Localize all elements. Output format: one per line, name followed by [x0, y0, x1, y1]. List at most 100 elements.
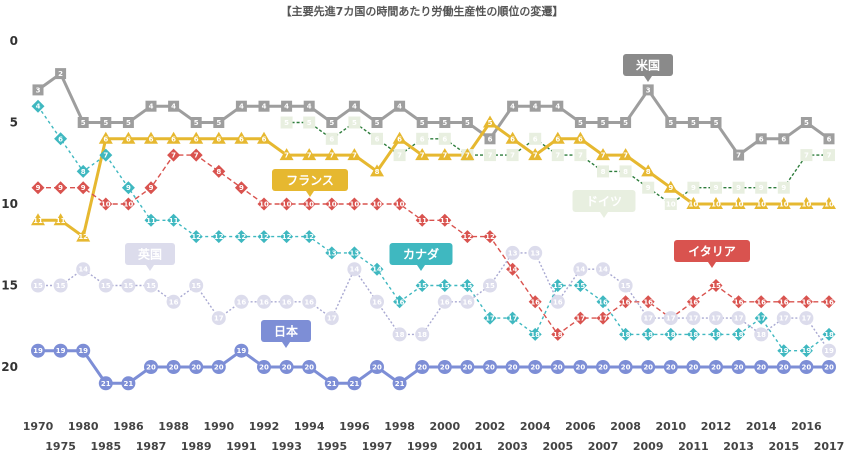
data-point: [212, 230, 226, 244]
data-point: [393, 295, 407, 309]
x-axis-ticks: 1970 1975 1980 1985 1986 1987 1988 1989 1990 1991…: [23, 420, 845, 453]
data-point-label: 6: [216, 135, 221, 143]
data-point: [597, 165, 609, 178]
data-point-label: 11: [146, 217, 156, 225]
x-tick-label: 2000: [429, 420, 460, 433]
data-point: [733, 149, 745, 161]
data-point: [302, 294, 317, 309]
data-point-label: 13: [530, 249, 540, 257]
data-point-label: 21: [327, 380, 337, 388]
data-point: [506, 311, 520, 325]
series-label-text: イタリア: [688, 245, 736, 259]
data-point: [234, 131, 249, 144]
series-label-pointer: [306, 191, 314, 197]
data-point-label: 4: [149, 103, 154, 111]
data-point-label: 7: [171, 152, 176, 160]
data-point: [53, 213, 68, 226]
data-point-label: 4: [36, 103, 41, 111]
data-point-label: 15: [417, 282, 427, 290]
data-point-label: 4: [533, 103, 538, 111]
data-point: [460, 230, 474, 244]
data-point-label: 20: [440, 364, 450, 372]
x-tick-label: 1999: [407, 440, 438, 453]
data-point: [663, 360, 678, 374]
y-tick-label: 20: [1, 360, 18, 374]
data-point: [597, 117, 609, 128]
data-point-label: 5: [284, 119, 289, 127]
data-point-label: 18: [553, 331, 563, 339]
data-point-label: 9: [781, 184, 786, 192]
data-point: [279, 148, 294, 161]
data-point: [76, 181, 90, 195]
x-tick-label: 1988: [158, 420, 189, 433]
data-point: [799, 344, 813, 358]
data-point: [324, 376, 339, 391]
data-point-label: 11: [56, 217, 66, 225]
data-point-label: 21: [395, 380, 405, 388]
data-point: [505, 360, 520, 374]
data-point: [189, 131, 204, 144]
data-point: [98, 131, 113, 144]
series-label: 英国: [125, 243, 175, 271]
data-point: [302, 230, 316, 244]
data-point: [732, 327, 746, 341]
data-point-label: 5: [307, 119, 312, 127]
series-label-pointer: [282, 342, 290, 348]
data-point: [258, 100, 270, 112]
data-point-label: 4: [171, 103, 176, 111]
data-point-label: 16: [237, 298, 247, 306]
data-point: [211, 311, 226, 326]
data-point: [416, 117, 428, 128]
data-point: [370, 262, 384, 276]
data-point-label: 20: [304, 364, 314, 372]
y-tick-label: 5: [10, 116, 18, 130]
data-point: [98, 278, 113, 293]
data-point-label: 5: [126, 119, 131, 127]
data-point-label: 17: [327, 315, 337, 323]
data-point-label: 15: [440, 282, 450, 290]
data-point: [234, 230, 248, 244]
data-point: [799, 311, 814, 326]
series-label-text: 英国: [138, 247, 162, 262]
series-label: ドイツ: [572, 190, 636, 218]
data-point: [483, 360, 497, 374]
data-point: [641, 295, 655, 309]
data-point-label: 17: [643, 315, 653, 323]
data-point: [618, 148, 633, 161]
data-point: [257, 230, 271, 244]
y-tick-label: 0: [10, 34, 18, 48]
data-point: [506, 262, 520, 276]
data-point-label: 18: [711, 331, 721, 339]
x-tick-label: 1995: [316, 440, 347, 453]
data-point-label: 4: [307, 103, 312, 111]
x-tick-label: 2007: [588, 440, 619, 453]
data-point-label: 18: [824, 331, 834, 339]
series-markers: 3 2 5 5 5 4 4 5 5 4 4 4 4 5 4 5 4 5 5 5 6 4 4 4 5 5 5 3 5 5 5 7 6 6 5 6 5 5 6 5…: [31, 68, 836, 391]
data-point-label: 16: [802, 298, 812, 306]
data-point: [145, 100, 157, 112]
data-point: [189, 148, 203, 162]
data-point: [144, 181, 158, 195]
series-label-box: [261, 320, 311, 342]
data-point-label: 14: [576, 266, 586, 274]
data-point: [370, 164, 384, 177]
data-point: [686, 360, 701, 374]
data-point: [121, 376, 136, 391]
data-point-label: 17: [734, 315, 744, 323]
data-point-label: 15: [553, 282, 563, 290]
data-point-label: 20: [146, 364, 156, 372]
data-point-label: 20: [372, 364, 382, 372]
series-label-box: [125, 243, 175, 265]
data-point-label: 10: [756, 201, 766, 209]
data-point: [800, 117, 812, 128]
data-point: [528, 245, 543, 260]
data-point-label: 9: [126, 184, 131, 192]
data-point-label: 9: [36, 184, 41, 192]
data-point: [778, 133, 790, 145]
data-point-label: 9: [239, 184, 244, 192]
data-point: [596, 311, 610, 325]
data-point-label: 3: [36, 86, 41, 94]
data-point: [303, 100, 315, 112]
data-point: [31, 99, 45, 113]
data-point: [709, 327, 723, 341]
